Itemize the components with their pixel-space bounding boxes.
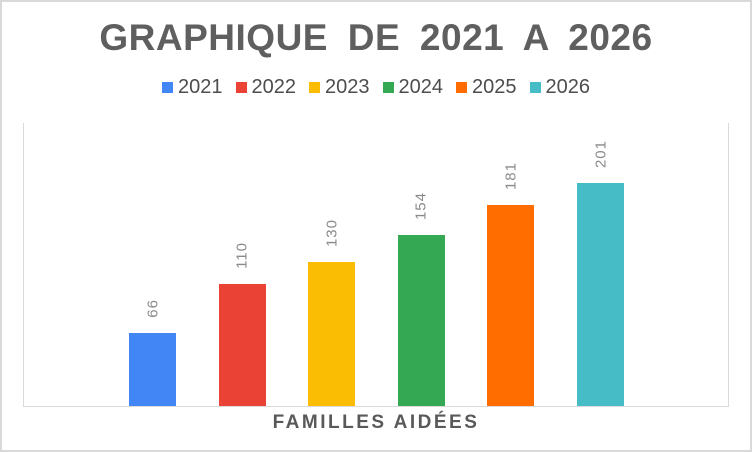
legend-item-2024: 2024 [382, 76, 444, 98]
legend-item-2023: 2023 [309, 76, 370, 98]
legend-label: 2023 [325, 76, 370, 98]
x-axis-title: FAMILLES AIDÉES [272, 412, 480, 433]
bar-value-text: 201 [592, 139, 609, 168]
bar-value-label-2026: 201 [592, 139, 609, 172]
legend-item-2021: 2021 [162, 76, 223, 98]
bar-2025 [487, 205, 535, 406]
bar-value-text: 181 [502, 161, 520, 190]
bar-2022 [218, 284, 266, 406]
legend-swatch-icon [382, 81, 394, 93]
bar-value-text: 154 [412, 191, 430, 220]
bar-value-label-2022: 110 [233, 242, 251, 273]
legend-label: 2024 [398, 76, 444, 98]
bar-2026 [577, 183, 624, 406]
bar-value-label-2023: 130 [323, 218, 341, 251]
plot-area: 66 110 130 154 181 201 [23, 123, 729, 407]
legend-item-2022: 2022 [235, 76, 297, 98]
legend-item-2026: 2026 [529, 76, 591, 98]
bar-2023 [308, 262, 356, 406]
legend-swatch-icon [309, 81, 320, 93]
chart-title: GRAPHIQUE DE 2021 A 2026 [99, 17, 653, 58]
bar-value-label-2021: 66 [144, 299, 161, 322]
legend-swatch-icon [456, 81, 467, 93]
legend-swatch-icon [235, 81, 247, 93]
bar-value-text: 130 [323, 218, 341, 247]
bar-value-text: 66 [144, 299, 161, 318]
legend-label: 2026 [545, 76, 591, 98]
legend-swatch-icon [162, 81, 173, 93]
legend: 2021 2022 2023 2024 2025 2026 [2, 76, 750, 98]
legend-label: 2025 [472, 76, 517, 98]
bar-value-label-2024: 154 [412, 191, 430, 224]
legend-swatch-icon [529, 81, 541, 93]
legend-item-2025: 2025 [456, 76, 517, 98]
bar-value-label-2025: 181 [502, 161, 520, 194]
legend-label: 2021 [178, 76, 223, 98]
bar-2021 [129, 333, 176, 406]
bar-2024 [397, 235, 445, 406]
legend-label: 2022 [251, 76, 297, 98]
bar-value-text: 110 [233, 242, 251, 269]
